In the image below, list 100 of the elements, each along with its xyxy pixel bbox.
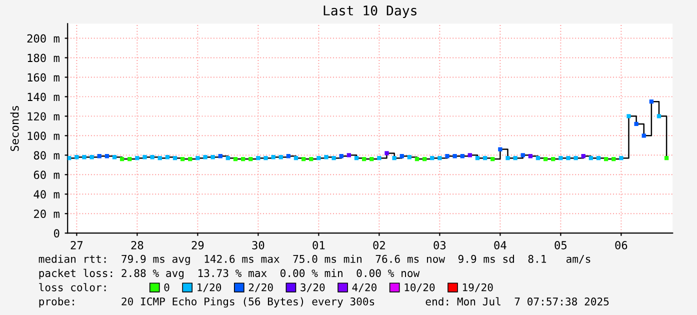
point — [558, 156, 563, 160]
legend-label: 2/20 — [248, 283, 273, 292]
y-tick-label: 200 m — [27, 34, 60, 43]
point — [656, 114, 662, 118]
x-tick-label: 02 — [373, 240, 385, 250]
point — [619, 156, 624, 160]
point — [566, 156, 570, 160]
legend-label: 4/20 — [352, 283, 376, 292]
point — [286, 154, 291, 158]
point — [588, 156, 594, 160]
point — [142, 155, 147, 160]
point — [278, 155, 283, 160]
point — [264, 156, 268, 160]
point — [233, 156, 238, 162]
legend-label: 0 — [164, 283, 170, 292]
point — [392, 156, 396, 160]
point — [445, 154, 450, 158]
text: end: Mon Jul 7 07:57:38 2025 — [426, 297, 609, 306]
point — [407, 155, 412, 160]
y-tick-label: 60 m — [34, 170, 60, 180]
x-tick-label: 27 — [70, 240, 83, 250]
point — [150, 155, 154, 160]
text: median rtt: 79.9 ms avg 142.6 ms max 75.0 ms min 76.6 ms now 9.9 ms sd 8.1 am/s — [38, 254, 590, 266]
point — [506, 156, 510, 160]
point — [551, 156, 556, 162]
point — [452, 154, 457, 158]
point — [543, 156, 548, 162]
point — [370, 156, 374, 162]
point — [354, 156, 359, 160]
legend-label: 3/20 — [300, 283, 325, 292]
x-tick-label: 03 — [434, 240, 446, 250]
point — [203, 155, 208, 160]
x-tick-label: 06 — [615, 240, 628, 250]
point — [240, 156, 246, 162]
point — [513, 156, 518, 160]
point — [400, 154, 404, 158]
x-tick-label: 04 — [494, 240, 506, 250]
point — [377, 156, 382, 160]
point — [158, 156, 162, 160]
chart-title: Last 10 Days — [324, 6, 416, 18]
point — [271, 155, 276, 160]
y-tick-label: 160 m — [28, 73, 60, 82]
point — [248, 156, 253, 162]
point — [664, 156, 669, 160]
point — [475, 156, 480, 160]
point — [468, 153, 472, 158]
y-tick-label: 100 m — [28, 132, 60, 140]
point — [626, 114, 631, 118]
legend-label: 10/20 — [404, 283, 435, 292]
point — [218, 154, 222, 158]
point — [180, 156, 185, 162]
y-axis-title: Seconds — [10, 106, 19, 152]
text: packet loss: 2.88 % avg 13.73 % max 0.00 % min 0.00 % now — [39, 268, 420, 280]
point — [90, 155, 94, 160]
point — [649, 99, 654, 104]
point — [574, 156, 578, 160]
point — [414, 156, 420, 162]
y-tick-label: 140 m — [28, 92, 60, 102]
point — [104, 154, 110, 158]
point — [460, 154, 464, 158]
point — [596, 156, 601, 160]
text: probe: 20 ICMP Echo Pings (56 Bytes) every 300s — [39, 297, 374, 308]
point — [642, 134, 646, 138]
legend-label: 1/20 — [198, 283, 222, 292]
x-tick-label: 29 — [192, 240, 204, 250]
x-tick-label: 01 — [312, 240, 325, 250]
point — [498, 147, 502, 152]
point — [112, 155, 117, 160]
point — [294, 156, 298, 160]
x-tick-label: 28 — [131, 240, 144, 250]
point — [384, 151, 389, 156]
y-tick-label: 40 m — [34, 190, 60, 199]
point — [332, 156, 336, 160]
point — [196, 156, 200, 160]
point — [301, 156, 306, 162]
point — [346, 153, 352, 158]
point — [74, 155, 79, 160]
point — [422, 156, 427, 162]
y-tick-label: 80 m — [34, 151, 60, 160]
point — [536, 156, 540, 160]
point — [520, 153, 525, 158]
point — [490, 156, 495, 162]
point — [528, 154, 533, 158]
point — [120, 156, 124, 162]
point — [362, 156, 366, 162]
y-tick-label: 120 m — [28, 112, 60, 121]
x-tick-label: 05 — [554, 240, 566, 250]
point — [612, 156, 616, 162]
point — [188, 156, 192, 162]
legend-title: loss color: — [39, 283, 106, 292]
point — [256, 156, 260, 160]
point — [97, 154, 102, 158]
point — [165, 155, 170, 160]
point — [438, 156, 442, 160]
point — [324, 155, 328, 160]
x-tick-label: 30 — [252, 240, 264, 250]
point — [172, 156, 178, 160]
point — [128, 156, 132, 162]
point — [82, 155, 86, 160]
point — [634, 122, 638, 126]
